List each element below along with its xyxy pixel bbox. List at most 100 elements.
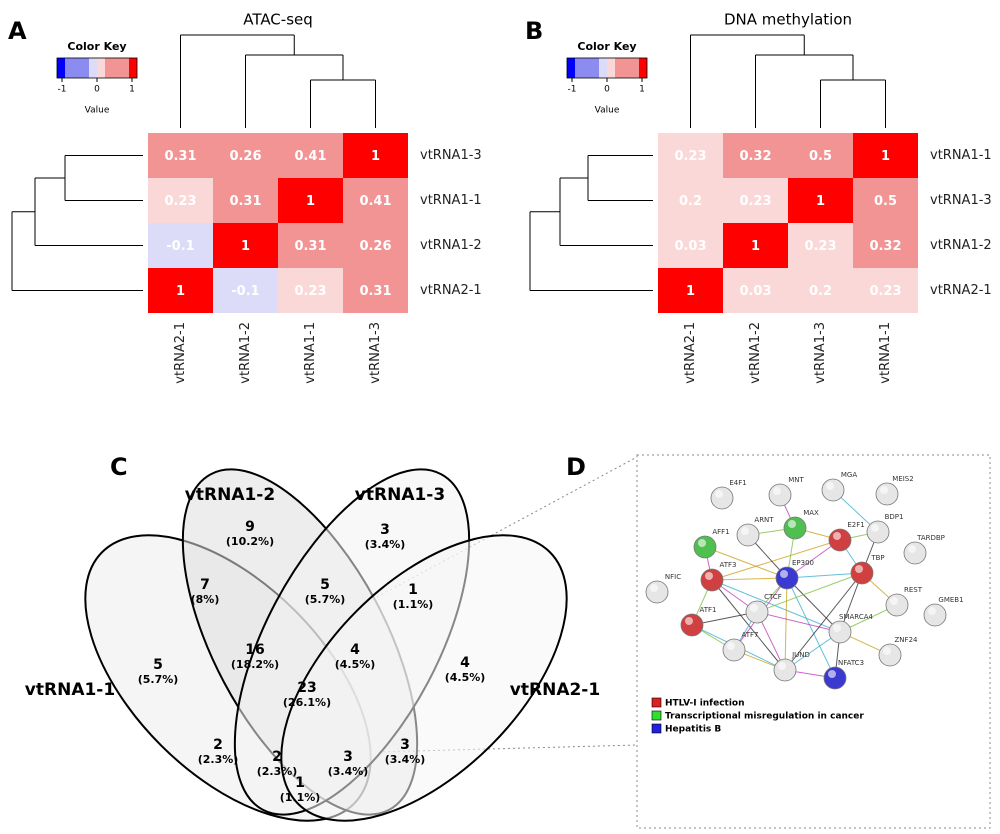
set-label: vtRNA1-3: [355, 485, 445, 505]
panel-letter: D: [566, 453, 586, 481]
network-node: [773, 658, 797, 682]
network-node: [821, 478, 845, 502]
network-edge: [786, 577, 841, 633]
region-count: 2: [272, 749, 282, 765]
row-label: vtRNA1-1: [930, 148, 992, 163]
color-key-title: Color Key: [67, 40, 126, 53]
node-highlight: [833, 532, 841, 540]
color-key-swatch: [575, 58, 583, 78]
region-percent: (2.3%): [198, 753, 239, 766]
heatmap-cell: [148, 223, 213, 268]
node-highlight: [880, 486, 888, 494]
region-percent: (3.4%): [365, 538, 406, 551]
region-percent: (5.7%): [138, 673, 179, 686]
legend-label: HTLV-I infection: [665, 699, 745, 709]
node-label: REST: [904, 586, 923, 594]
node-highlight: [727, 642, 735, 650]
region-percent: (3.4%): [385, 753, 426, 766]
color-key-tick-label: 1: [639, 85, 645, 95]
color-key-axis-label: Value: [85, 106, 110, 116]
cell-value: 0.23: [674, 149, 706, 164]
color-key-swatch: [73, 58, 81, 78]
color-key-swatch: [567, 58, 575, 78]
node-highlight: [788, 520, 796, 528]
network-node: [828, 528, 852, 552]
network-node: [823, 666, 847, 690]
cell-value: 1: [241, 239, 250, 254]
network-edge: [711, 577, 788, 581]
heatmap-cell: [853, 223, 918, 268]
network-node: [700, 568, 724, 592]
node-label: ATF3: [719, 561, 736, 569]
heatmap-cell: [148, 133, 213, 178]
heatmap-cell: [853, 268, 918, 313]
zoom-line: [377, 744, 638, 753]
node-highlight: [650, 584, 658, 592]
node-label: AFF1: [712, 528, 729, 536]
node-label: MNT: [788, 476, 804, 484]
region-percent: (2.3%): [257, 765, 298, 778]
heatmap-cell: [278, 133, 343, 178]
venn-set: [280, 534, 568, 822]
panel-letter: C: [110, 453, 128, 481]
legend-swatch: [651, 710, 662, 721]
network-node: [775, 566, 799, 590]
network-node: [645, 580, 669, 604]
row-label: vtRNA1-2: [930, 238, 992, 253]
node-highlight: [705, 572, 713, 580]
cell-value: 0.23: [804, 239, 836, 254]
node-label: JUND: [791, 651, 810, 659]
region-percent: (1.1%): [393, 598, 434, 611]
network-node: [736, 523, 760, 547]
color-key-tick-label: -1: [58, 85, 67, 95]
cell-value: 0.41: [294, 149, 326, 164]
color-key-swatch: [623, 58, 631, 78]
color-key-swatch: [583, 58, 591, 78]
network-edge: [704, 546, 788, 579]
heatmap-cell: [723, 223, 788, 268]
cell-value: 0.31: [229, 194, 261, 209]
column-label: vtRNA1-1: [303, 322, 318, 384]
color-key-tick-label: 1: [129, 85, 135, 95]
color-key-swatch: [121, 58, 129, 78]
network-node: [828, 620, 852, 644]
heatmap-cell: [213, 223, 278, 268]
region-count: 1: [408, 582, 418, 598]
network-node: [923, 603, 947, 627]
heatmap-cell: [148, 178, 213, 223]
cell-value: 0.03: [674, 239, 706, 254]
node-label: BDP1: [885, 513, 904, 521]
node-highlight: [833, 624, 841, 632]
panel-letter: A: [8, 17, 27, 45]
node-highlight: [928, 607, 936, 615]
color-key-swatch: [105, 58, 113, 78]
column-label: vtRNA1-3: [368, 322, 383, 384]
color-key-tick-label: 0: [604, 85, 610, 95]
cell-value: 0.23: [869, 284, 901, 299]
cell-value: 0.5: [874, 194, 897, 209]
column-label: vtRNA1-2: [748, 322, 763, 384]
cell-value: -0.1: [231, 284, 259, 299]
cell-value: 1: [686, 284, 695, 299]
color-key-swatch: [57, 58, 65, 78]
node-highlight: [828, 670, 836, 678]
heatmap-cell: [658, 268, 723, 313]
heatmap-cell: [343, 268, 408, 313]
network-node: [866, 520, 890, 544]
region-count: 3: [400, 737, 410, 753]
network-node: [875, 482, 899, 506]
heatmap-cell: [788, 268, 853, 313]
region-percent: (4.5%): [445, 671, 486, 684]
network-node: [693, 535, 717, 559]
region-count: 9: [245, 519, 255, 535]
column-label: vtRNA2-1: [683, 322, 698, 384]
network-edge: [756, 572, 863, 613]
color-key-swatch: [89, 58, 97, 78]
row-label: vtRNA1-3: [420, 148, 482, 163]
node-label: E4F1: [729, 479, 746, 487]
cell-value: 0.31: [359, 284, 391, 299]
region-count: 4: [460, 655, 470, 671]
node-label: MGA: [841, 471, 857, 479]
color-key-swatch: [591, 58, 599, 78]
heatmap-cell: [853, 178, 918, 223]
